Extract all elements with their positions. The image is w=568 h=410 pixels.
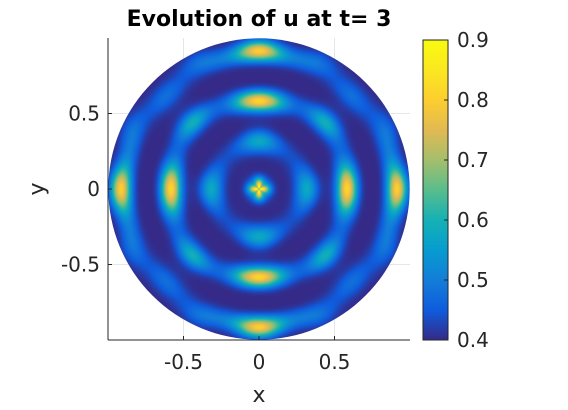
colorbar-tick-label: 0.6 bbox=[457, 208, 489, 232]
y-tick-label: -0.5 bbox=[61, 253, 100, 277]
colorbar-tick-label: 0.8 bbox=[457, 88, 489, 112]
x-tick-label: 0.5 bbox=[319, 350, 351, 374]
colorbar: 0.9 0.8 0.7 0.6 0.5 0.4 bbox=[422, 28, 489, 352]
x-tick-labels: -0.5 0 0.5 bbox=[164, 336, 350, 374]
field-heatmap bbox=[108, 38, 410, 340]
colorbar-tick-label: 0.4 bbox=[457, 328, 489, 352]
colorbar-ramp bbox=[422, 39, 449, 341]
y-tick-label: 0 bbox=[87, 177, 100, 201]
chart-title: Evolution of u at t= 3 bbox=[127, 7, 392, 32]
x-tick-label: -0.5 bbox=[164, 350, 203, 374]
y-tick-labels: 0.5 0 -0.5 bbox=[61, 102, 112, 277]
colorbar-tick-label: 0.5 bbox=[457, 268, 489, 292]
y-tick-label: 0.5 bbox=[68, 102, 100, 126]
y-axis-label: y bbox=[25, 182, 50, 195]
field-raster bbox=[108, 38, 410, 340]
plot-area bbox=[107, 38, 410, 341]
colorbar-tick-label: 0.7 bbox=[457, 148, 489, 172]
colorbar-tick-label: 0.9 bbox=[457, 28, 489, 52]
colorbar-ticks: 0.9 0.8 0.7 0.6 0.5 0.4 bbox=[444, 28, 489, 352]
x-axis-label: x bbox=[252, 383, 265, 408]
x-tick-label: 0 bbox=[253, 350, 266, 374]
